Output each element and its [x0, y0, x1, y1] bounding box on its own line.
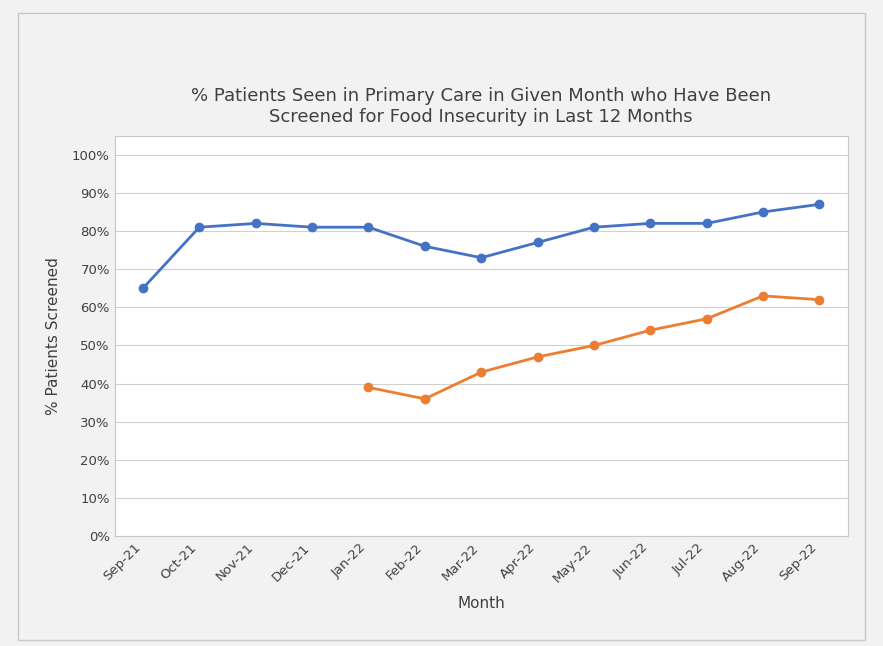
- New Adopter Clinics: [645, 326, 656, 334]
- Early Adopter Clinics: [758, 208, 768, 216]
- Early Adopter Clinics: [476, 254, 487, 262]
- New Adopter Clinics: [589, 342, 600, 349]
- New Adopter Clinics: [419, 395, 430, 402]
- X-axis label: Month: Month: [457, 596, 505, 611]
- Early Adopter Clinics: [251, 220, 261, 227]
- Early Adopter Clinics: [306, 224, 317, 231]
- New Adopter Clinics: [758, 292, 768, 300]
- Early Adopter Clinics: [701, 220, 712, 227]
- Y-axis label: % Patients Screened: % Patients Screened: [46, 257, 61, 415]
- Line: New Adopter Clinics: New Adopter Clinics: [365, 292, 824, 403]
- Title: % Patients Seen in Primary Care in Given Month who Have Been
Screened for Food I: % Patients Seen in Primary Care in Given…: [192, 87, 771, 126]
- Early Adopter Clinics: [589, 224, 600, 231]
- New Adopter Clinics: [532, 353, 543, 360]
- New Adopter Clinics: [476, 368, 487, 376]
- Early Adopter Clinics: [532, 238, 543, 246]
- Early Adopter Clinics: [814, 200, 825, 208]
- New Adopter Clinics: [363, 384, 374, 391]
- Early Adopter Clinics: [194, 224, 205, 231]
- New Adopter Clinics: [814, 296, 825, 304]
- Early Adopter Clinics: [645, 220, 656, 227]
- Early Adopter Clinics: [363, 224, 374, 231]
- Early Adopter Clinics: [138, 284, 148, 292]
- New Adopter Clinics: [701, 315, 712, 322]
- Line: Early Adopter Clinics: Early Adopter Clinics: [139, 200, 824, 293]
- Early Adopter Clinics: [419, 242, 430, 250]
